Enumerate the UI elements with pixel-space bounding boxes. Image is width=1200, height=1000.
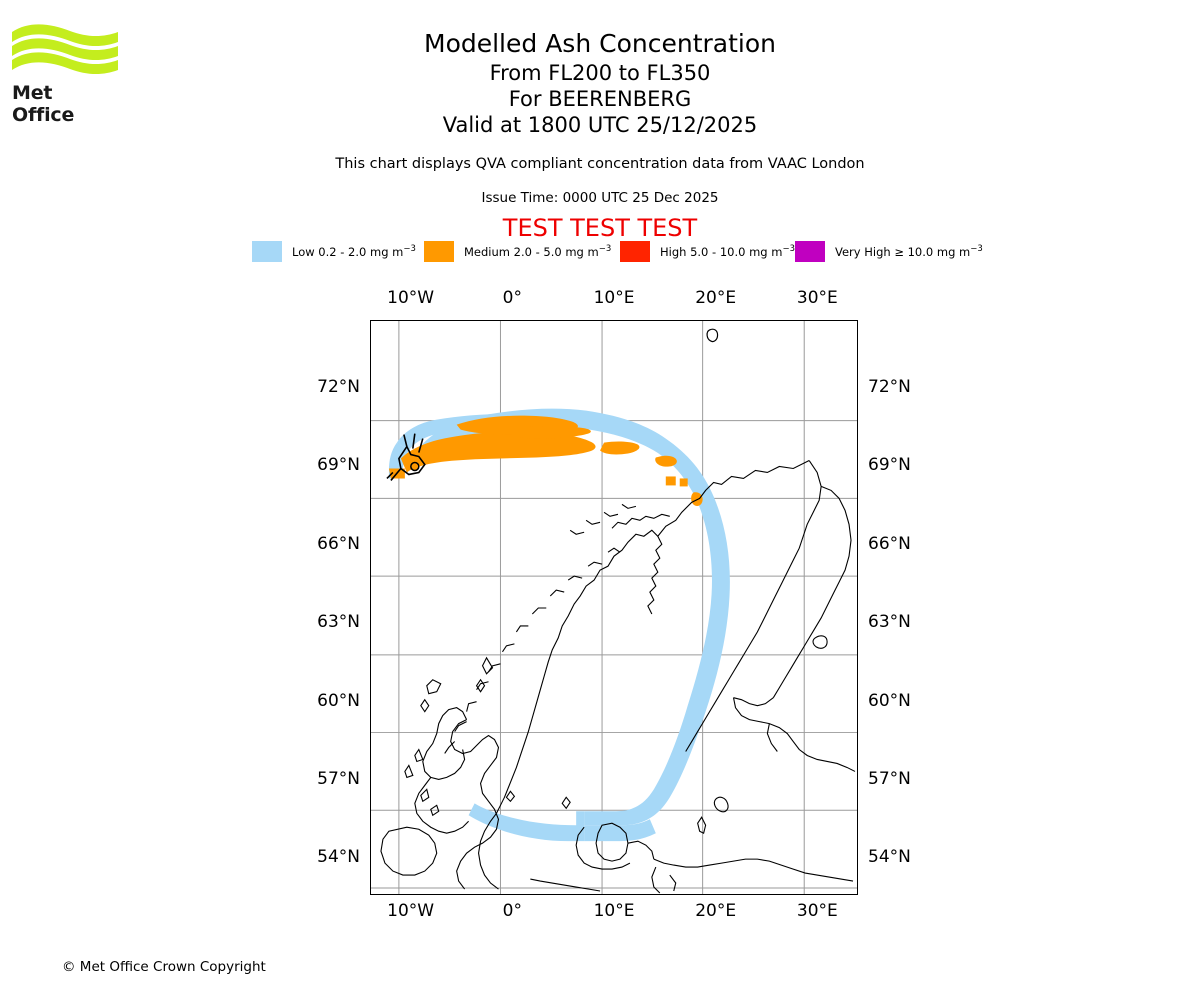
legend-item-0[interactable]: Low 0.2 - 2.0 mg m−3 — [252, 240, 416, 262]
logo-waves-icon — [12, 24, 118, 75]
volcano-source-marker — [410, 461, 420, 472]
map-gridlines — [371, 321, 857, 894]
lon-tick-label-10°E-top: 10°E — [593, 288, 635, 308]
coastlines — [380, 460, 856, 894]
lat-tick-label-66°N-left: 66°N — [317, 533, 360, 554]
title-flight-levels: From FL200 to FL350 — [489, 61, 711, 85]
lat-tick-label-69°N-right: 69°N — [868, 455, 911, 476]
chart-subtitle: This chart displays QVA compliant concen… — [335, 156, 865, 172]
lon-tick-label-10°W-top: 10°W — [387, 288, 435, 308]
lat-tick-label-69°N-left: 69°N — [317, 455, 360, 476]
legend-item-1[interactable]: Medium 2.0 - 5.0 mg m−3 — [424, 240, 611, 262]
legend-label-2: High 5.0 - 10.0 mg m−3 — [660, 243, 795, 259]
lon-tick-label-30°E-bottom: 30°E — [796, 901, 838, 921]
lon-tick-label-10°W-bottom: 10°W — [387, 901, 435, 921]
lat-tick-label-63°N-left: 63°N — [317, 612, 360, 633]
lat-tick-label-54°N-right: 54°N — [868, 847, 911, 868]
legend-swatch-2 — [620, 240, 650, 262]
copyright-footer: © Met Office Crown Copyright — [62, 959, 266, 975]
lat-tick-label-60°N-left: 60°N — [317, 690, 360, 711]
concentration-legend: Low 0.2 - 2.0 mg m−3 Medium 2.0 - 5.0 mg … — [0, 240, 1200, 264]
lat-tick-label-60°N-right: 60°N — [868, 690, 911, 711]
met-office-logo: Met Office — [10, 22, 120, 126]
legend-label-3: Very High ≥ 10.0 mg m−3 — [835, 243, 983, 259]
legend-label-0: Low 0.2 - 2.0 mg m−3 — [292, 243, 416, 259]
lat-tick-label-72°N-right: 72°N — [868, 376, 911, 397]
issue-time: Issue Time: 0000 UTC 25 Dec 2025 — [481, 190, 719, 206]
legend-swatch-0 — [252, 240, 282, 262]
legend-swatch-3 — [795, 240, 825, 262]
page-title: Modelled Ash Concentration — [424, 29, 776, 58]
lon-tick-label-20°E-bottom: 20°E — [695, 901, 737, 921]
legend-item-3[interactable]: Very High ≥ 10.0 mg m−3 — [795, 240, 983, 262]
lat-tick-label-66°N-right: 66°N — [868, 533, 911, 554]
lon-tick-label-20°E-top: 20°E — [695, 288, 737, 308]
legend-label-1: Medium 2.0 - 5.0 mg m−3 — [464, 243, 612, 259]
logo-wordmark: Met Office — [12, 82, 75, 126]
legend-swatch-1 — [424, 240, 454, 262]
title-block: Modelled Ash Concentration From FL200 to… — [0, 28, 1200, 138]
lat-tick-label-72°N-left: 72°N — [317, 376, 360, 397]
jan-mayen-island — [386, 433, 426, 481]
lon-tick-label-0°-top: 0° — [502, 288, 522, 308]
lat-tick-label-57°N-left: 57°N — [317, 769, 360, 789]
lat-tick-label-57°N-right: 57°N — [868, 769, 911, 789]
title-valid-time: Valid at 1800 UTC 25/12/2025 — [442, 113, 758, 137]
lon-tick-label-30°E-top: 30°E — [796, 288, 838, 308]
legend-item-2[interactable]: High 5.0 - 10.0 mg m−3 — [620, 240, 795, 262]
test-watermark: TEST TEST TEST — [502, 214, 698, 242]
lat-tick-label-54°N-left: 54°N — [317, 847, 360, 868]
bear-island-outline — [706, 328, 719, 343]
ash-concentration-map[interactable] — [370, 320, 858, 895]
lat-tick-label-63°N-right: 63°N — [868, 612, 911, 633]
ash-plume-low — [388, 408, 730, 842]
lon-tick-label-10°E-bottom: 10°E — [593, 901, 635, 921]
title-volcano: For BEERENBERG — [508, 87, 692, 111]
lon-tick-label-0°-bottom: 0° — [502, 901, 522, 921]
